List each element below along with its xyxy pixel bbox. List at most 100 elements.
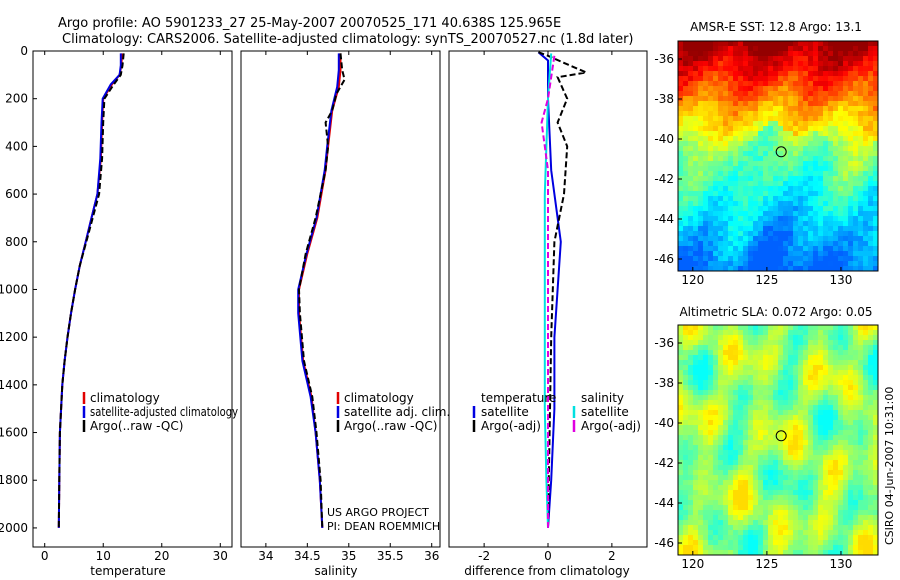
heatmap-cell [718, 500, 724, 506]
heatmap-cell [678, 196, 684, 202]
heatmap-cell [828, 380, 834, 386]
heatmap-cell [798, 61, 804, 67]
heatmap-cell [723, 191, 729, 197]
x-tick-label: 30 [213, 549, 228, 563]
heatmap-cell [848, 395, 854, 401]
heatmap-cell [678, 345, 684, 351]
heatmap-cell [683, 86, 689, 92]
series-line [543, 53, 553, 528]
heatmap-cell [813, 430, 819, 436]
heatmap-cell [758, 116, 764, 122]
heatmap-cell [873, 540, 878, 546]
heatmap-cell [853, 196, 859, 202]
heatmap-cell [833, 116, 839, 122]
heatmap-cell [793, 370, 799, 376]
heatmap-cell [868, 520, 874, 526]
heatmap-cell [753, 340, 759, 346]
heatmap-cell [678, 525, 684, 531]
heatmap-cell [863, 101, 869, 107]
heatmap-cell [858, 405, 864, 411]
heatmap-cell [853, 485, 859, 491]
heatmap-cell [733, 380, 739, 386]
heatmap-cell [688, 266, 694, 271]
heatmap-cell [828, 375, 834, 381]
heatmap-cell [683, 136, 689, 142]
heatmap-cell [768, 360, 774, 366]
heatmap-cell [743, 460, 749, 466]
heatmap-cell [803, 435, 809, 441]
heatmap-cell [808, 181, 814, 187]
heatmap-cell [873, 231, 878, 237]
heatmap-cell [818, 161, 824, 167]
heatmap-cell [753, 156, 759, 162]
heatmap-cell [763, 430, 769, 436]
heatmap-cell [838, 335, 844, 341]
heatmap-cell [763, 340, 769, 346]
heatmap-cell [783, 231, 789, 237]
heatmap-cell [703, 345, 709, 351]
heatmap-cell [778, 410, 784, 416]
heatmap-cell [783, 236, 789, 242]
heatmap-cell [868, 385, 874, 391]
heatmap-cell [763, 405, 769, 411]
heatmap-cell [733, 390, 739, 396]
heatmap-cell [853, 490, 859, 496]
heatmap-cell [803, 485, 809, 491]
heatmap-cell [718, 495, 724, 501]
map-y-tick-label: -42 [654, 456, 674, 470]
heatmap-cell [713, 390, 719, 396]
heatmap-cell [873, 425, 878, 431]
heatmap-cell [833, 550, 839, 555]
heatmap-cell [823, 106, 829, 112]
heatmap-cell [828, 510, 834, 516]
heatmap-cell [793, 430, 799, 436]
heatmap-cell [848, 96, 854, 102]
heatmap-cell [763, 171, 769, 177]
heatmap-cell [838, 151, 844, 157]
heatmap-cell [778, 256, 784, 262]
heatmap-cell [713, 500, 719, 506]
heatmap-cell [763, 455, 769, 461]
heatmap-cell [873, 490, 878, 496]
heatmap-cell [753, 410, 759, 416]
heatmap-cell [773, 91, 779, 97]
heatmap-cell [768, 66, 774, 72]
heatmap-cell [768, 435, 774, 441]
heatmap-cell [863, 480, 869, 486]
heatmap-cell [713, 405, 719, 411]
heatmap-cell [873, 445, 878, 451]
heatmap-cell [688, 490, 694, 496]
heatmap-cell [813, 71, 819, 77]
heatmap-cell [733, 405, 739, 411]
heatmap-cell [783, 261, 789, 267]
heatmap-cell [873, 61, 878, 67]
heatmap-cell [798, 171, 804, 177]
heatmap-cell [858, 520, 864, 526]
heatmap-cell [803, 41, 809, 47]
heatmap-cell [783, 76, 789, 82]
heatmap-cell [868, 266, 874, 271]
heatmap-cell [743, 61, 749, 67]
heatmap-cell [683, 455, 689, 461]
heatmap-cell [863, 51, 869, 57]
heatmap-cell [813, 470, 819, 476]
heatmap-cell [773, 365, 779, 371]
heatmap-cell [723, 345, 729, 351]
heatmap-cell [863, 360, 869, 366]
heatmap-cell [803, 256, 809, 262]
heatmap-cell [768, 161, 774, 167]
heatmap-cell [858, 56, 864, 62]
heatmap-cell [858, 380, 864, 386]
heatmap-cell [873, 226, 878, 232]
heatmap-cell [868, 500, 874, 506]
heatmap-cell [703, 131, 709, 137]
heatmap-cell [683, 116, 689, 122]
heatmap-cell [693, 510, 699, 516]
heatmap-cell [683, 535, 689, 541]
heatmap-cell [688, 335, 694, 341]
heatmap-cell [863, 176, 869, 182]
map-y-tick-label: -42 [654, 172, 674, 186]
heatmap-cell [833, 136, 839, 142]
heatmap-cell [708, 181, 714, 187]
heatmap-cell [813, 375, 819, 381]
